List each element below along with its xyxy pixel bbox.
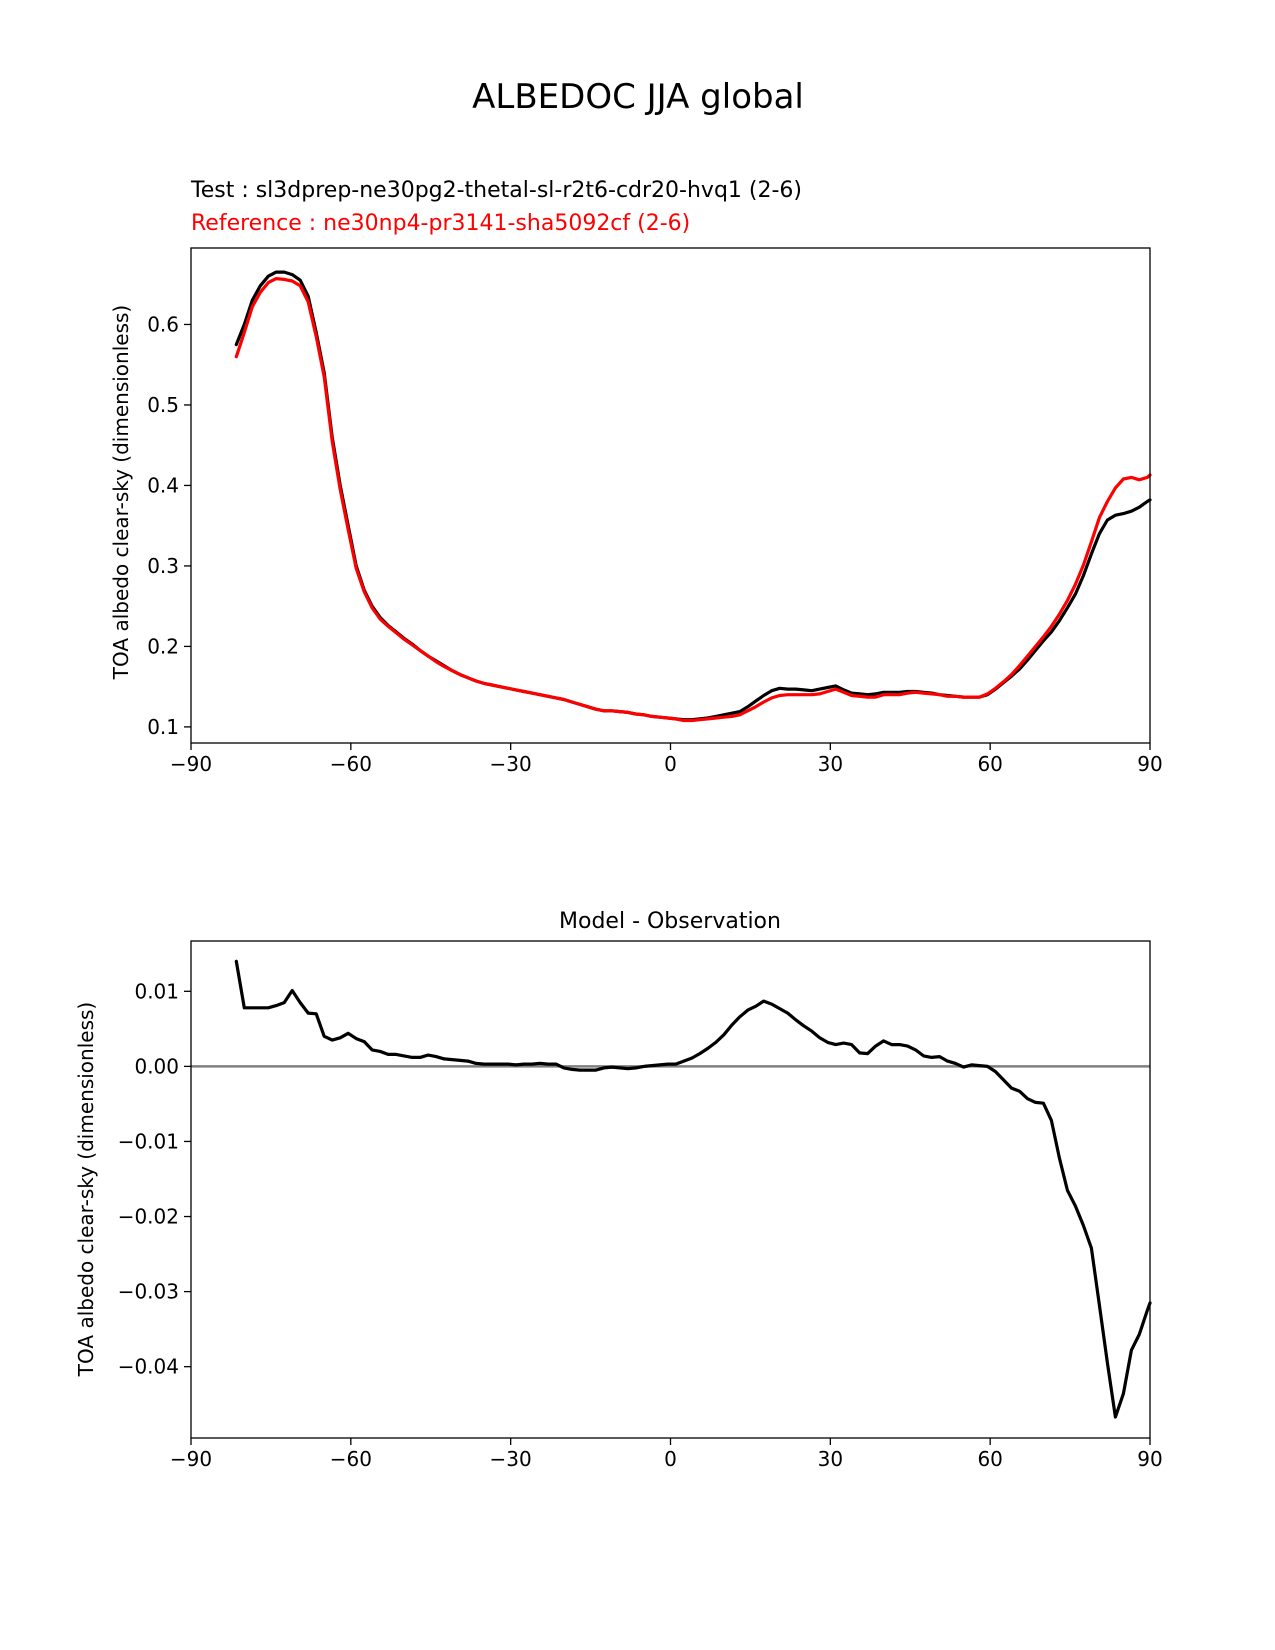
top-x-tick-label: 30 — [818, 752, 843, 776]
bottom-y-tick-label: 0.00 — [134, 1054, 179, 1078]
top-x-tick-label: 90 — [1137, 752, 1162, 776]
top-reference-series-line — [234, 277, 1152, 723]
bottom-x-tick-label: −60 — [330, 1447, 372, 1471]
figure-title: ALBEDOC JJA global — [472, 77, 804, 117]
bottom-y-axis-label: TOA albedo clear-sky (dimensionless) — [74, 1002, 98, 1377]
top-x-tick-label: 0 — [664, 752, 677, 776]
top-y-tick-label: 0.6 — [147, 312, 179, 336]
reference-label: Reference : ne30np4-pr3141-sha5092cf (2-… — [191, 211, 690, 236]
top-plot-area: −90 −60 −30 0 30 60 90 0.1 0.2 0.3 0.4 0.5 0.6 — [147, 247, 1163, 776]
bottom-x-tick-label: 60 — [977, 1447, 1002, 1471]
bottom-x-tick-label: 30 — [818, 1447, 843, 1471]
bottom-test-series-line — [234, 959, 1152, 1419]
bottom-panel-title: Model - Observation — [559, 909, 781, 934]
test-label: Test : sl3dprep-ne30pg2-thetal-sl-r2t6-c… — [190, 178, 802, 203]
top-x-tick-label: −60 — [330, 752, 372, 776]
bottom-x-tick-label: 90 — [1137, 1447, 1162, 1471]
top-y-tick-label: 0.2 — [147, 634, 179, 658]
bottom-plot-area: −90 −60 −30 0 30 60 90 0.01 0.00 −0.01 −0.02 −0.03 −… — [118, 940, 1163, 1471]
top-x-tick-label: 60 — [977, 752, 1002, 776]
bottom-x-tick-label: −30 — [490, 1447, 532, 1471]
bottom-y-tick-label: 0.01 — [134, 979, 179, 1003]
top-panel: Test : sl3dprep-ne30pg2-thetal-sl-r2t6-c… — [109, 178, 1163, 776]
top-x-tick-label: −90 — [170, 752, 212, 776]
bottom-x-tick-label: −90 — [170, 1447, 212, 1471]
top-y-axis-label: TOA albedo clear-sky (dimensionless) — [109, 305, 133, 680]
bottom-y-tick-label: −0.02 — [118, 1205, 179, 1229]
bottom-x-tick-label: 0 — [664, 1447, 677, 1471]
bottom-y-tick-label: −0.03 — [118, 1280, 179, 1304]
top-y-tick-label: 0.5 — [147, 393, 179, 417]
top-y-tick-label: 0.3 — [147, 554, 179, 578]
bottom-y-tick-label: −0.01 — [118, 1129, 179, 1153]
top-y-tick-label: 0.1 — [147, 715, 179, 739]
top-y-tick-label: 0.4 — [147, 473, 179, 497]
bottom-panel: Model - Observation TOA albedo clear-sky… — [74, 909, 1163, 1471]
bottom-y-tick-label: −0.04 — [118, 1355, 179, 1379]
top-x-tick-label: −30 — [490, 752, 532, 776]
